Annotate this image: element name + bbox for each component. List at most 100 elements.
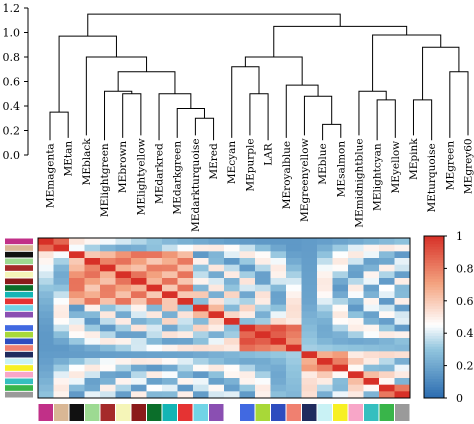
heatmap-cell bbox=[177, 331, 194, 339]
colorbar-segment bbox=[424, 241, 444, 245]
heatmap-cell bbox=[224, 298, 240, 306]
heatmap-cell bbox=[348, 371, 364, 379]
heatmap-cell bbox=[177, 251, 194, 259]
dendrogram-y-axis: 0.0 0.2 0.4 0.6 0.8 1.0 1.2 bbox=[3, 2, 29, 162]
heatmap-cell bbox=[177, 318, 194, 326]
heatmap-cell bbox=[84, 251, 101, 259]
heatmap-cell bbox=[270, 324, 287, 332]
heatmap-cell bbox=[38, 378, 54, 386]
heatmap-cell bbox=[255, 391, 271, 399]
heatmap-cell bbox=[84, 378, 101, 386]
heatmap-cell bbox=[162, 364, 178, 372]
heatmap-cell bbox=[146, 364, 163, 372]
heatmap-cell bbox=[131, 378, 147, 386]
heatmap-cell bbox=[379, 258, 395, 266]
heatmap-cell bbox=[332, 338, 349, 346]
heatmap-cell bbox=[239, 244, 256, 252]
heatmap-cell bbox=[286, 271, 302, 279]
heatmap-cell bbox=[379, 324, 395, 332]
leaf-label: MElightyellow bbox=[135, 138, 147, 215]
heatmap-cell bbox=[193, 238, 209, 246]
heatmap-cell bbox=[363, 324, 380, 332]
heatmap-cell bbox=[286, 331, 302, 339]
heatmap-cell bbox=[363, 238, 380, 246]
colorbar-segment bbox=[424, 284, 444, 288]
heatmap-cell bbox=[162, 238, 178, 246]
heatmap-cell bbox=[255, 238, 271, 246]
heatmap-cell bbox=[239, 264, 256, 272]
heatmap-cell bbox=[379, 304, 395, 312]
colorbar-segment bbox=[424, 322, 444, 326]
y-tick-label: 1.0 bbox=[3, 27, 21, 40]
heatmap-cell bbox=[100, 278, 116, 286]
dendrogram-branch bbox=[244, 56, 303, 86]
heatmap-cell bbox=[239, 331, 256, 339]
heatmap-cell bbox=[301, 251, 318, 259]
leaf-label: MElightcyan bbox=[372, 143, 384, 211]
leaf-label: MEsalmon bbox=[335, 141, 347, 198]
heatmap-cell bbox=[146, 324, 163, 332]
colorbar-tick-label: 0 bbox=[456, 392, 463, 405]
heatmap-cell bbox=[286, 304, 302, 312]
heatmap-cell bbox=[208, 391, 225, 399]
heatmap-cell bbox=[115, 351, 132, 359]
heatmap-cell bbox=[363, 351, 380, 359]
heatmap-cell bbox=[69, 384, 85, 392]
heatmap-cell bbox=[301, 331, 318, 339]
heatmap-cell bbox=[270, 318, 287, 326]
heatmap-cell bbox=[115, 311, 132, 319]
heatmap-cell bbox=[84, 291, 101, 299]
heatmap-cell bbox=[208, 344, 225, 352]
colorbar-segment bbox=[424, 325, 444, 329]
heatmap-cell bbox=[224, 284, 240, 292]
heatmap-cell bbox=[332, 391, 349, 399]
heatmap-cell bbox=[131, 358, 147, 366]
heatmap-cell bbox=[224, 344, 240, 352]
column-color-swatch bbox=[209, 404, 224, 421]
heatmap-cell bbox=[301, 351, 318, 359]
heatmap-cell bbox=[332, 318, 349, 326]
heatmap-cell bbox=[177, 271, 194, 279]
leaf-label: MEgrey60 bbox=[463, 138, 474, 194]
heatmap-cell bbox=[317, 351, 333, 359]
heatmap-cell bbox=[193, 271, 209, 279]
column-color-bar bbox=[38, 404, 410, 421]
heatmap-cell bbox=[84, 318, 101, 326]
heatmap-cell bbox=[379, 338, 395, 346]
heatmap-cell bbox=[317, 238, 333, 246]
colorbar-segment bbox=[424, 246, 444, 250]
heatmap-cell bbox=[270, 311, 287, 319]
heatmap-cell bbox=[270, 271, 287, 279]
heatmap-cell bbox=[332, 291, 349, 299]
heatmap-cell bbox=[100, 391, 116, 399]
heatmap-cell bbox=[69, 324, 85, 332]
heatmap-cell bbox=[38, 244, 54, 252]
heatmap-cell bbox=[146, 338, 163, 346]
heatmap-cell bbox=[301, 298, 318, 306]
heatmap-cell bbox=[348, 344, 364, 352]
heatmap-cell bbox=[53, 271, 70, 279]
heatmap-cell bbox=[224, 278, 240, 286]
colorbar-tick-label: 0.6 bbox=[456, 295, 474, 308]
heatmap-cell bbox=[224, 304, 240, 312]
colorbar-segment bbox=[424, 319, 444, 323]
heatmap-cell bbox=[69, 278, 85, 286]
heatmap-cell bbox=[255, 324, 271, 332]
heatmap-cell bbox=[162, 318, 178, 326]
colorbar-frame bbox=[423, 235, 445, 399]
heatmap-cell bbox=[286, 278, 302, 286]
heatmap-cell bbox=[286, 238, 302, 246]
heatmap-cell bbox=[131, 264, 147, 272]
heatmap-cell bbox=[131, 311, 147, 319]
heatmap-cell bbox=[84, 258, 101, 266]
leaf-label: MEdarkred bbox=[154, 143, 166, 204]
row-color-swatch bbox=[5, 258, 33, 265]
heatmap-cell bbox=[239, 318, 256, 326]
leaf-label: MEdarkturquoise bbox=[190, 138, 202, 232]
heatmap-cell bbox=[162, 351, 178, 359]
heatmap-cell bbox=[100, 344, 116, 352]
heatmap-cell bbox=[363, 298, 380, 306]
heatmap-cell bbox=[162, 331, 178, 339]
colorbar-segment bbox=[424, 333, 444, 337]
heatmap-cell bbox=[270, 351, 287, 359]
